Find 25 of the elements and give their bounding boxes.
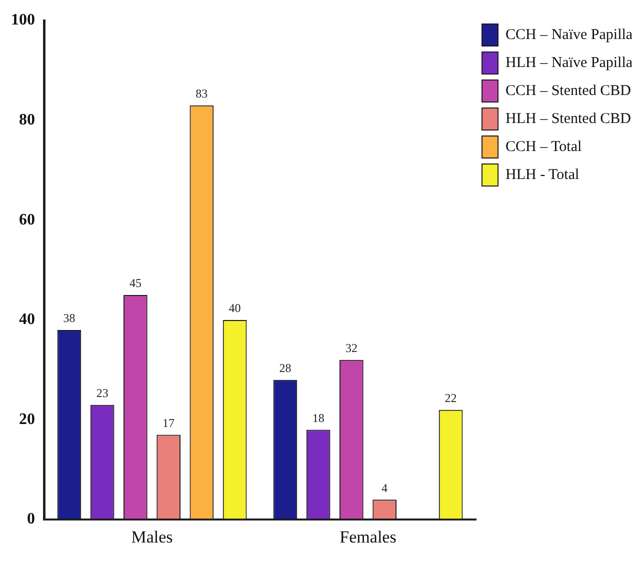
x-tick-label: Females bbox=[340, 527, 396, 546]
legend-label: HLH - Total bbox=[506, 166, 580, 183]
legend-label: CCH – Stented CBD bbox=[506, 82, 632, 99]
legend-label: CCH – Total bbox=[506, 138, 582, 155]
y-tick-label: 0 bbox=[27, 510, 35, 528]
data-label: 4 bbox=[382, 480, 388, 495]
data-label: 28 bbox=[279, 361, 292, 376]
y-tick-label: 20 bbox=[19, 410, 35, 428]
y-tick-label: 80 bbox=[19, 112, 35, 129]
x-tick-label: Males bbox=[131, 527, 173, 546]
data-label: 18 bbox=[312, 410, 324, 425]
y-tick-label: 40 bbox=[19, 311, 35, 328]
data-label: 17 bbox=[162, 416, 175, 430]
legend-label: HLH – Stented CBD bbox=[506, 110, 632, 127]
data-label: 22 bbox=[444, 390, 457, 405]
data-label: 32 bbox=[345, 341, 358, 356]
data-label: 83 bbox=[196, 86, 208, 101]
data-label: 40 bbox=[228, 301, 241, 316]
legend-label: CCH – Naïve Papilla bbox=[506, 26, 633, 43]
legend-label: HLH – Naïve Papilla bbox=[506, 54, 633, 71]
data-label: 38 bbox=[63, 311, 76, 326]
y-tick-label: 60 bbox=[19, 211, 35, 228]
data-label: 45 bbox=[129, 276, 142, 290]
data-label: 23 bbox=[96, 386, 108, 400]
y-tick-label: 100 bbox=[11, 12, 35, 29]
